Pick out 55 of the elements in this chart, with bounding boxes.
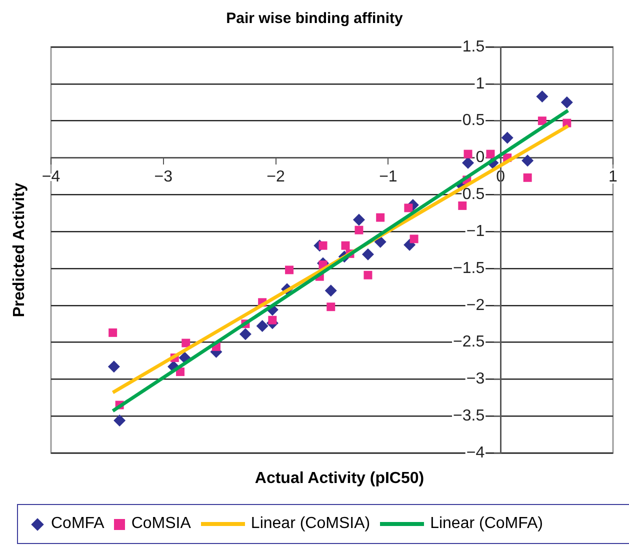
x-tick-label: 1 <box>608 168 618 186</box>
y-tick-label: −2 <box>466 296 485 314</box>
point <box>364 270 372 280</box>
y-tick-label: 0.5 <box>462 112 485 130</box>
y-tick-label: 1.5 <box>462 38 485 56</box>
point <box>326 302 336 312</box>
point <box>538 116 546 126</box>
point <box>108 328 118 337</box>
y-tick-label: −0.5 <box>453 186 485 204</box>
chart-title: Pair wise binding affinity <box>225 10 404 27</box>
y-tick-label: 0 <box>476 149 485 166</box>
x-tick-label: −3 <box>154 168 173 186</box>
point <box>404 204 413 212</box>
y-tick-label: −2.5 <box>453 334 485 351</box>
legend-label: CoMFA <box>51 515 104 533</box>
legend-label: CoMSIA <box>131 515 191 533</box>
point <box>362 248 374 260</box>
point <box>458 201 467 210</box>
y-tick-label: −4 <box>466 444 485 462</box>
point <box>560 96 573 108</box>
point <box>410 234 418 244</box>
point <box>341 241 350 250</box>
y-tick-label: −3 <box>466 370 485 388</box>
point <box>285 266 294 274</box>
point <box>501 132 514 144</box>
y-tick-label: −1.5 <box>453 260 485 277</box>
point <box>268 316 277 324</box>
legend-label: Linear (CoMFA) <box>430 515 543 533</box>
point <box>239 328 252 340</box>
point <box>523 173 532 182</box>
point <box>462 156 474 169</box>
x-tick-label: −4 <box>42 168 60 186</box>
point <box>352 214 365 226</box>
x-tick-label: −2 <box>266 168 286 186</box>
point <box>464 150 472 158</box>
x-tick-label: −1 <box>379 168 398 186</box>
point <box>182 338 190 348</box>
x-axis-title: Actual Activity (pIC50) <box>254 470 426 488</box>
y-tick-label: −1 <box>466 222 485 240</box>
legend-label: Linear (CoMSIA) <box>250 515 370 533</box>
y-axis-title: Predicted Activity <box>11 182 29 318</box>
y-tick-label: −3.5 <box>453 407 485 424</box>
point <box>376 213 385 222</box>
point <box>354 226 364 234</box>
point <box>114 414 126 427</box>
point <box>318 241 328 250</box>
point <box>404 238 416 251</box>
y-tick-label: 1 <box>476 75 485 92</box>
point <box>256 320 268 332</box>
point <box>108 360 120 373</box>
point <box>324 284 337 297</box>
point <box>486 150 495 158</box>
point <box>522 154 534 167</box>
point <box>374 236 386 248</box>
point <box>536 90 548 102</box>
